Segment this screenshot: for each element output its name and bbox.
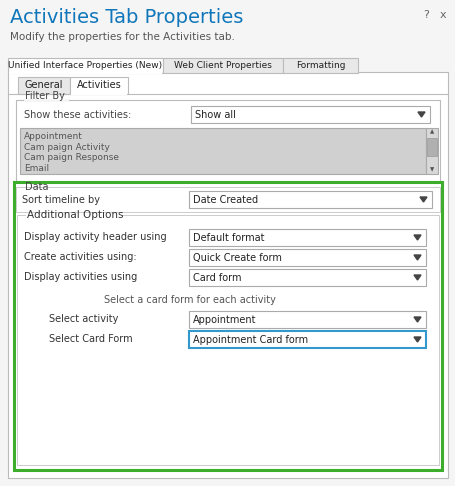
Bar bbox=[189, 191, 432, 208]
Text: x: x bbox=[440, 10, 447, 20]
Bar bbox=[24, 99, 69, 102]
Text: Appointment: Appointment bbox=[193, 314, 257, 325]
Text: Web Client Properties: Web Client Properties bbox=[174, 60, 272, 69]
Bar bbox=[70, 77, 128, 94]
Bar bbox=[189, 249, 426, 266]
Bar bbox=[26, 213, 121, 217]
Bar bbox=[427, 138, 437, 156]
Text: Date Created: Date Created bbox=[193, 194, 258, 205]
Text: Select activity: Select activity bbox=[49, 314, 118, 324]
Bar bbox=[9, 72, 162, 74]
Bar bbox=[17, 215, 439, 465]
Text: Modify the properties for the Activities tab.: Modify the properties for the Activities… bbox=[10, 32, 235, 42]
Text: Filter By: Filter By bbox=[25, 91, 65, 101]
Text: Cam paign Response: Cam paign Response bbox=[24, 153, 119, 162]
Text: Sort timeline by: Sort timeline by bbox=[22, 194, 100, 205]
Text: Activities: Activities bbox=[76, 81, 121, 90]
Polygon shape bbox=[414, 275, 421, 280]
Bar bbox=[189, 331, 426, 348]
Text: Unified Interface Properties (New): Unified Interface Properties (New) bbox=[9, 60, 162, 69]
Text: Activities Tab Properties: Activities Tab Properties bbox=[10, 8, 243, 27]
Polygon shape bbox=[414, 255, 421, 260]
Bar bbox=[191, 106, 430, 123]
Text: Default format: Default format bbox=[193, 232, 264, 243]
Bar bbox=[24, 185, 54, 189]
Polygon shape bbox=[420, 197, 427, 202]
Text: Email: Email bbox=[24, 163, 49, 173]
Bar bbox=[71, 93, 127, 95]
Text: ?: ? bbox=[423, 10, 429, 20]
Polygon shape bbox=[414, 317, 421, 322]
Text: Select Card Form: Select Card Form bbox=[49, 334, 132, 344]
Text: Quick Create form: Quick Create form bbox=[193, 253, 282, 262]
Text: ▲: ▲ bbox=[430, 129, 434, 135]
Bar bbox=[18, 77, 70, 94]
Text: Cam paign Activity: Cam paign Activity bbox=[24, 142, 110, 152]
Text: Display activity header using: Display activity header using bbox=[24, 232, 167, 242]
Text: Additional Options: Additional Options bbox=[27, 210, 123, 220]
Text: Select a card form for each activity: Select a card form for each activity bbox=[104, 295, 276, 305]
Bar bbox=[20, 128, 426, 174]
Text: Appointment Card form: Appointment Card form bbox=[193, 334, 308, 345]
Polygon shape bbox=[418, 112, 425, 117]
Text: General: General bbox=[25, 81, 63, 90]
Bar bbox=[16, 100, 440, 182]
Bar bbox=[189, 229, 426, 246]
Polygon shape bbox=[414, 337, 421, 342]
Text: Display activities using: Display activities using bbox=[24, 272, 137, 282]
Text: Show all: Show all bbox=[195, 109, 236, 120]
Text: Show these activities:: Show these activities: bbox=[24, 110, 131, 120]
Text: Create activities using:: Create activities using: bbox=[24, 252, 136, 262]
Bar bbox=[189, 269, 426, 286]
Bar bbox=[8, 58, 163, 73]
Bar bbox=[14, 182, 442, 470]
Text: Card form: Card form bbox=[193, 273, 242, 282]
Bar bbox=[16, 187, 440, 212]
Bar bbox=[426, 128, 438, 174]
Bar bbox=[8, 72, 448, 478]
Text: Data: Data bbox=[25, 182, 49, 192]
Bar bbox=[189, 311, 426, 328]
Bar bbox=[283, 58, 358, 73]
Text: ▼: ▼ bbox=[430, 168, 434, 173]
Text: Appointment: Appointment bbox=[24, 132, 83, 141]
Polygon shape bbox=[414, 235, 421, 240]
Text: Formatting: Formatting bbox=[296, 60, 345, 69]
Bar bbox=[163, 58, 283, 73]
